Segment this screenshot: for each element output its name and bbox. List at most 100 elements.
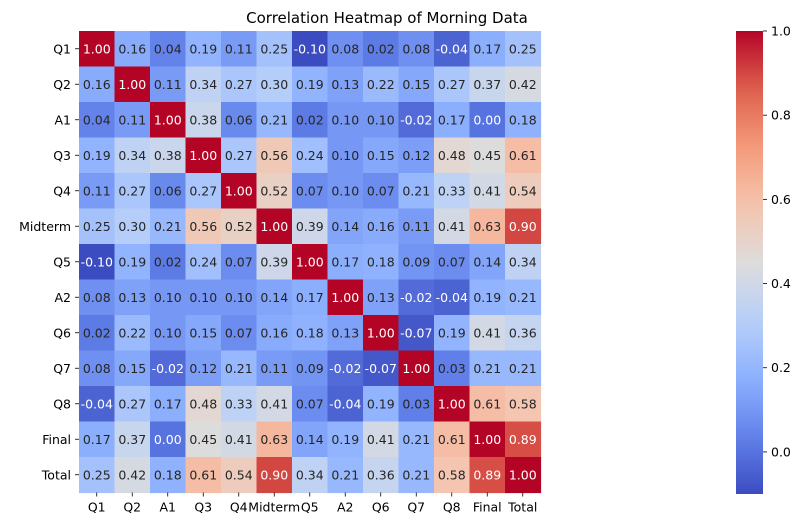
heatmap-cell: [256, 102, 293, 139]
heatmap-cell: [434, 173, 471, 210]
heatmap-cell: [292, 279, 329, 316]
heatmap-cell: [469, 457, 506, 494]
cell-value-label: 0.37: [473, 77, 501, 92]
cell-value-label: 0.19: [367, 396, 395, 411]
cell-value-label: 0.15: [367, 148, 395, 163]
x-tick-label: A2: [337, 500, 354, 515]
heatmap-cell: [327, 137, 364, 174]
heatmap-cell: [469, 279, 506, 316]
heatmap-cell: [398, 173, 435, 210]
heatmap-cell: [79, 31, 116, 68]
cell-value-label: 0.11: [154, 77, 182, 92]
heatmap-cell: [327, 244, 364, 281]
cell-value-label: 0.45: [473, 148, 501, 163]
cell-value-label: 1.00: [83, 41, 111, 56]
heatmap-cell: [398, 137, 435, 174]
x-tick-label: Final: [473, 500, 502, 515]
cell-value-label: 0.38: [189, 112, 217, 127]
heatmap-cell: [398, 244, 435, 281]
cell-value-label: 1.00: [260, 219, 288, 234]
cell-value-label: 0.13: [118, 290, 146, 305]
heatmap-cell: [114, 386, 151, 423]
cell-value-label: 1.00: [118, 77, 146, 92]
y-axis: Q1 Q2 A1 Q3 Q4 Midterm Q5 A2 Q6 Q7 Q8 Final Total: [19, 41, 79, 482]
heatmap-cell: [114, 279, 151, 316]
x-tick-label: Q2: [123, 500, 141, 515]
heatmap-cell: [114, 173, 151, 210]
heatmap-cell: [256, 457, 293, 494]
heatmap-cell: [185, 208, 222, 245]
heatmap-cell: [505, 102, 542, 139]
heatmap-cell: [434, 279, 471, 316]
cell-value-label: 0.37: [118, 432, 146, 447]
cell-value-label: 0.38: [154, 148, 182, 163]
cell-value-label: 0.21: [225, 361, 253, 376]
cell-value-label: 0.14: [473, 254, 501, 269]
cell-value-label: 0.11: [83, 183, 111, 198]
cell-value-label: 0.08: [83, 361, 111, 376]
cell-value-label: 0.07: [438, 254, 466, 269]
cell-value-label: -0.02: [400, 112, 432, 127]
cell-value-label: -0.07: [400, 325, 432, 340]
y-tick-label: Q2: [53, 77, 71, 92]
heatmap-cell: [256, 315, 293, 352]
heatmap-cell: [256, 350, 293, 387]
cell-value-label: 0.41: [438, 219, 466, 234]
cell-value-label: 0.16: [367, 219, 395, 234]
cell-value-label: 0.06: [154, 183, 182, 198]
heatmap-cell: [505, 244, 542, 281]
cell-value-label: 0.61: [189, 467, 217, 482]
heatmap-cell: [363, 31, 400, 68]
heatmap-cell: [327, 102, 364, 139]
heatmap-cell: [363, 421, 400, 458]
heatmap-cell: [79, 386, 116, 423]
x-tick-label: A1: [159, 500, 176, 515]
cell-value-label: 0.19: [296, 77, 324, 92]
cell-value-label: 0.17: [473, 41, 501, 56]
cell-value-label: 0.63: [473, 219, 501, 234]
cell-value-label: 0.09: [296, 361, 324, 376]
cell-value-label: -0.07: [365, 361, 397, 376]
heatmap-cell: [221, 137, 258, 174]
cell-value-label: 0.14: [331, 219, 359, 234]
cell-value-label: 0.30: [118, 219, 146, 234]
cell-value-label: 0.27: [225, 77, 253, 92]
cell-value-label: 0.06: [225, 112, 253, 127]
heatmap-cell: [327, 208, 364, 245]
heatmap-cell: [398, 279, 435, 316]
cell-value-label: 0.39: [260, 254, 288, 269]
heatmap-cell: [114, 31, 151, 68]
cell-value-label: 1.00: [154, 112, 182, 127]
heatmap-cell: [256, 244, 293, 281]
cell-value-label: 0.21: [331, 467, 359, 482]
cell-value-label: 0.41: [473, 325, 501, 340]
heatmap-cell: [469, 66, 506, 103]
heatmap-cell: [292, 421, 329, 458]
heatmap-cell: [150, 66, 187, 103]
heatmap-cell: [221, 386, 258, 423]
heatmap-cell: [150, 31, 187, 68]
heatmap-cell: [221, 279, 258, 316]
heatmap-cell: [79, 173, 116, 210]
heatmap-cell: [292, 350, 329, 387]
cell-value-label: 0.13: [331, 325, 359, 340]
cell-value-label: 0.24: [296, 148, 324, 163]
cell-value-label: 0.19: [438, 325, 466, 340]
cell-value-label: 0.21: [473, 361, 501, 376]
cell-value-label: 0.15: [118, 361, 146, 376]
cell-value-label: 0.15: [402, 77, 430, 92]
cell-value-label: 0.30: [260, 77, 288, 92]
y-tick-label: Q7: [53, 361, 71, 376]
cell-value-label: 0.09: [402, 254, 430, 269]
colorbar-tick-label: 0.6: [771, 192, 791, 207]
heatmap-cell: [79, 208, 116, 245]
colorbar: 0.0 0.2 0.4 0.6 0.8 1.0: [736, 24, 791, 494]
cell-value-label: 0.04: [154, 41, 182, 56]
heatmap-cell: [434, 31, 471, 68]
heatmap-cell: [434, 137, 471, 174]
heatmap-cell: [434, 102, 471, 139]
heatmap-cell: [505, 208, 542, 245]
cell-value-label: 1.00: [509, 467, 537, 482]
heatmap-cell: [327, 421, 364, 458]
